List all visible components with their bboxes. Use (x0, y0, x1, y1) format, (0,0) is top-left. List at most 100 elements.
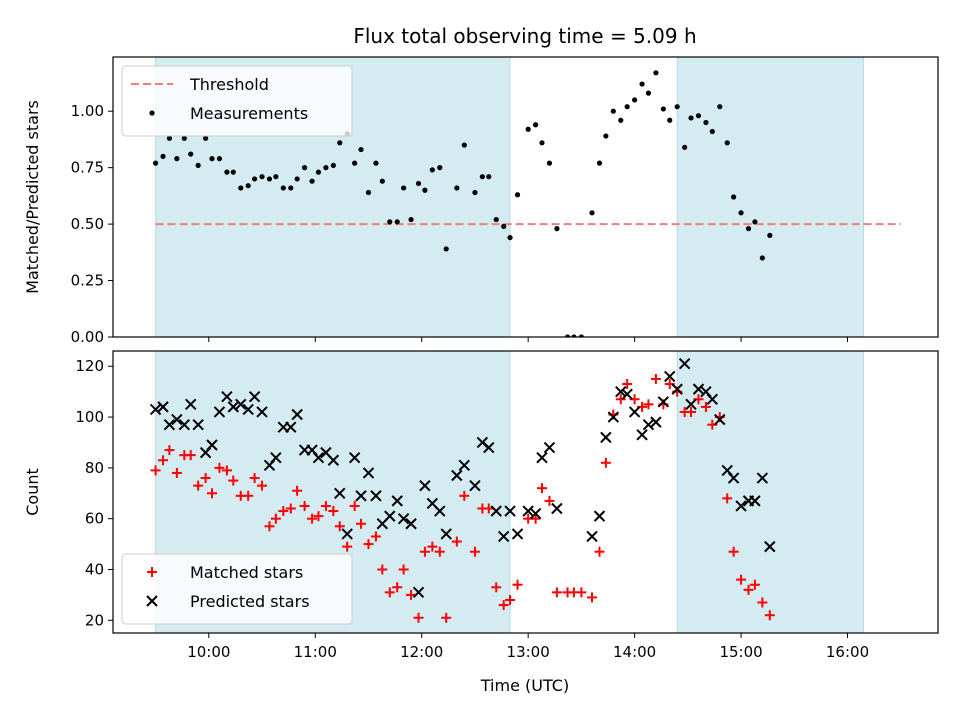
bottom-series-1-point-38 (419, 479, 431, 492)
bottom-series-1-point-66-b (657, 396, 670, 408)
bottom-legend-label-1: Predicted stars (190, 592, 310, 611)
bottom-series-0-point-27 (342, 541, 353, 552)
bottom-y-tick-label-2: 60 (85, 510, 104, 528)
top-series-0-point-1 (160, 153, 166, 159)
top-series-0-point-46 (486, 174, 492, 180)
bottom-series-1-point-42 (451, 469, 463, 482)
top-series-0-point-57 (571, 334, 577, 337)
bottom-series-1-point-65-b (650, 416, 662, 428)
top-series-0-point-66 (639, 81, 645, 87)
bottom-series-1-point-41 (440, 528, 452, 540)
top-series-0-point-25 (330, 162, 336, 168)
bottom-y-tick-label-5: 120 (75, 357, 104, 375)
top-series-0 (152, 70, 773, 337)
bottom-series-0 (150, 373, 775, 623)
top-series-0-point-14 (251, 176, 258, 182)
bottom-legend-symbol-1-b (146, 595, 158, 607)
top-series-0-point-20 (294, 176, 300, 182)
bottom-series-1-point-28 (348, 451, 361, 464)
bottom-series-1-point-63-b (636, 429, 648, 441)
top-shaded-span-1 (677, 57, 864, 337)
bottom-legend-label-0: Matched stars (190, 563, 303, 582)
bottom-series-0-point-9 (214, 462, 225, 473)
bottom-series-1-point-20 (291, 408, 303, 421)
bottom-series-1-point-79 (749, 495, 761, 507)
top-series-0-point-28 (352, 160, 358, 166)
bottom-series-1-point-70-b (685, 398, 697, 411)
top-legend-symbol-1 (149, 110, 155, 116)
bottom-series-1-point-4-b (178, 418, 191, 431)
bottom-series-1-point-37 (412, 586, 425, 599)
bottom-shaded-span-1 (677, 351, 864, 633)
bottom-series-1-point-33-b (384, 510, 396, 522)
bottom-series-1 (149, 357, 776, 599)
bottom-series-1-point-25 (327, 454, 340, 466)
bottom-series-1-point-51-b (522, 505, 534, 517)
bottom-legend-box (121, 553, 353, 625)
top-series-0-point-29 (358, 146, 364, 153)
bottom-series-0-point-81 (743, 584, 754, 595)
bottom-y-tick-label-3: 80 (85, 459, 104, 477)
bottom-series-1-point-74-b (714, 413, 726, 426)
bottom-series-1-point-75-b (721, 464, 733, 477)
bottom-series-1-point-57-b (593, 510, 606, 522)
bottom-series-1-point-44-b (469, 479, 481, 492)
bottom-series-1-point-43 (458, 459, 470, 472)
bottom-series-0-point-67 (643, 399, 654, 410)
bottom-series-1-point-57 (593, 510, 606, 522)
bottom-series-1-point-31-b (370, 490, 382, 502)
top-series-0-point-23 (315, 169, 322, 175)
bottom-series-1-point-30-b (362, 467, 375, 479)
bottom-series-1-point-52-b (529, 507, 542, 520)
top-series-0-point-52 (533, 122, 539, 128)
bottom-series-1-point-31 (370, 490, 382, 502)
bottom-series-0-point-68 (650, 373, 661, 384)
top-series-0-point-68 (653, 70, 659, 76)
bottom-series-1-point-0 (149, 403, 162, 416)
top-series-0-point-24 (323, 165, 329, 171)
bottom-series-1-point-2 (163, 418, 176, 431)
bottom-series-1-point-15 (256, 406, 268, 418)
bottom-series-1-point-54 (543, 441, 556, 454)
bottom-series-1-point-14 (248, 391, 261, 403)
bottom-series-1-point-60-b (615, 385, 627, 398)
top-series-0-point-59 (589, 210, 595, 216)
top-series-0-point-4 (181, 135, 187, 141)
bottom-series-0-point-53 (537, 483, 547, 494)
bottom-series-0-point-29 (356, 518, 367, 529)
bottom-legend-symbol-1 (146, 595, 158, 607)
bottom-series-1-point-40-b (434, 505, 446, 517)
bottom-series-0-point-61 (600, 457, 611, 468)
bottom-series-1-point-10-b (221, 391, 233, 403)
top-series-0-point-72 (682, 144, 688, 150)
x-axis-label: Time (UTC) (480, 676, 569, 695)
bottom-series-1-point-80-b (756, 472, 769, 484)
bottom-series-0-point-37 (413, 612, 424, 623)
x-tick-label-6: 16:00 (826, 643, 869, 661)
bottom-series-1-point-76 (727, 472, 740, 484)
bottom-series-1-point-70 (685, 398, 697, 411)
bottom-series-1-point-74 (714, 413, 726, 426)
bottom-series-1-point-51 (522, 505, 534, 517)
bottom-series-0-point-8 (207, 488, 217, 499)
top-series-0-point-9 (216, 156, 223, 162)
bottom-series-1-point-59 (607, 411, 620, 423)
top-series-0-point-84 (767, 232, 773, 238)
top-series-0-point-19 (288, 185, 294, 191)
bottom-series-0-point-43 (459, 490, 470, 501)
bottom-series-0-point-41 (441, 612, 452, 623)
bottom-series-1-point-77-b (735, 500, 747, 512)
bottom-series-0-point-34 (392, 582, 403, 593)
top-legend-label-1: Measurements (190, 104, 308, 123)
bottom-series-1-point-26-b (334, 487, 346, 499)
bottom-series-0-point-13 (243, 490, 254, 501)
bottom-series-0-point-54 (544, 495, 555, 506)
top-series-0-point-50 (514, 192, 521, 198)
top-series-0-point-76 (709, 128, 715, 135)
bottom-series-1-point-54-b (543, 441, 556, 454)
bottom-series-1-point-12 (235, 398, 247, 411)
bottom-series-1-point-17-b (270, 451, 282, 464)
bottom-series-1-point-36-b (405, 518, 417, 530)
bottom-series-0-point-33 (384, 587, 395, 598)
